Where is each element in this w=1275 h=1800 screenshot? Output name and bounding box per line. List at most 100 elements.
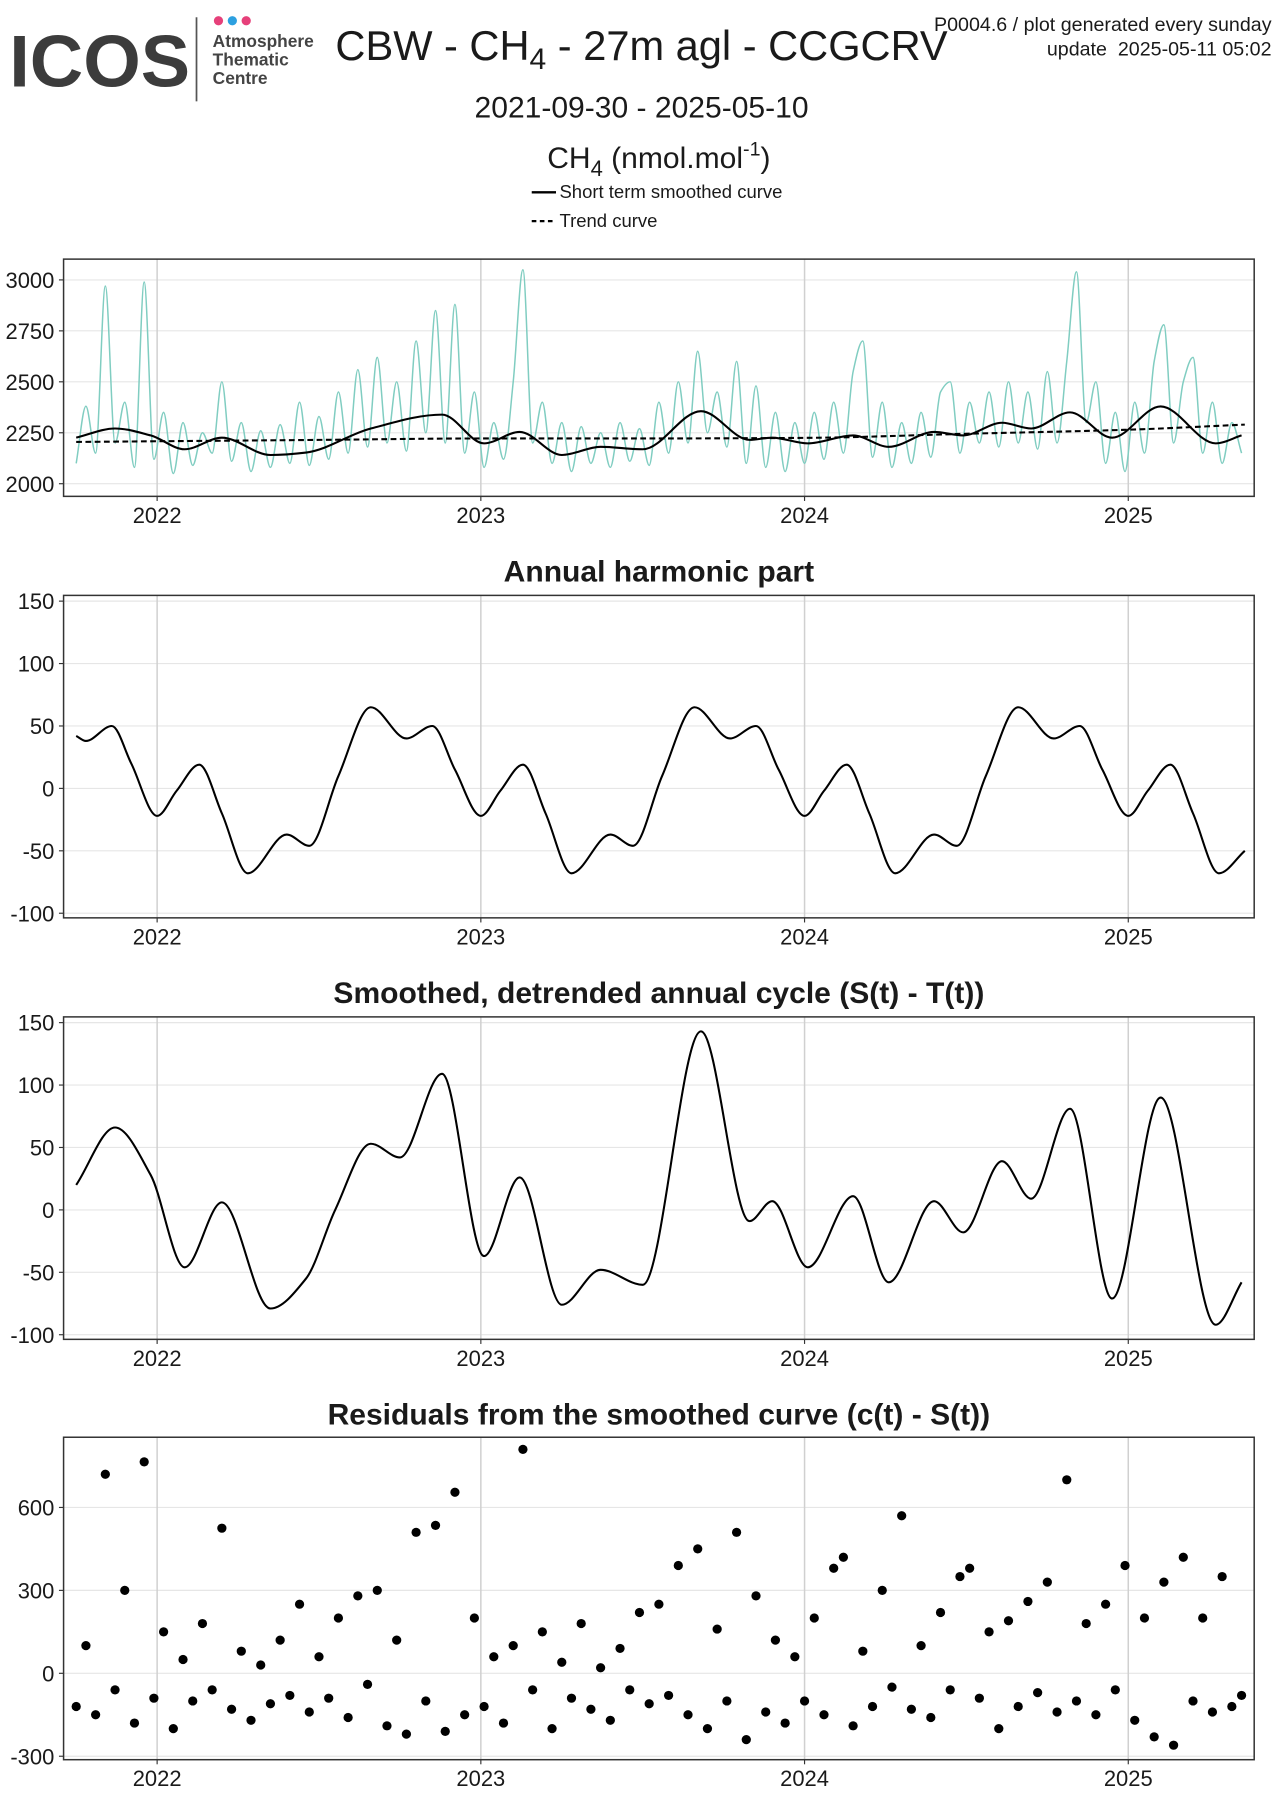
point bbox=[188, 1696, 198, 1706]
point bbox=[489, 1652, 499, 1662]
plot-background bbox=[63, 1437, 1255, 1760]
y-tick-label: 600 bbox=[18, 1496, 55, 1521]
plot-area bbox=[71, 1444, 1247, 1750]
point bbox=[139, 1457, 149, 1467]
y-tick-label: -100 bbox=[10, 901, 54, 926]
logo-text: Atmosphere bbox=[213, 31, 314, 51]
point bbox=[751, 1591, 761, 1601]
point bbox=[236, 1646, 246, 1656]
point bbox=[1139, 1613, 1150, 1623]
x-tick-label: 2022 bbox=[133, 924, 182, 949]
note: update 2025-05-11 05:02 bbox=[1047, 38, 1272, 60]
point bbox=[848, 1721, 858, 1731]
point bbox=[1013, 1701, 1023, 1712]
y-tick-label: 150 bbox=[18, 589, 55, 614]
point bbox=[702, 1723, 713, 1734]
plot-border bbox=[62, 1016, 1255, 1341]
x-tick-label: 2024 bbox=[780, 503, 829, 528]
title: CBW - CH4 - 27m agl - CCGCRV bbox=[335, 22, 947, 76]
point bbox=[547, 1723, 557, 1734]
series-line bbox=[75, 706, 1246, 875]
x-tick-label: 2024 bbox=[780, 1346, 829, 1371]
point bbox=[91, 1710, 101, 1720]
x-tick-label: 2023 bbox=[456, 1766, 505, 1791]
plot-area bbox=[75, 706, 1246, 875]
point bbox=[761, 1707, 771, 1717]
point bbox=[1110, 1685, 1120, 1695]
point bbox=[333, 1613, 344, 1623]
x-tick-label: 2025 bbox=[1104, 924, 1153, 949]
x-tick-label: 2025 bbox=[1104, 1346, 1153, 1371]
point bbox=[819, 1710, 829, 1720]
point bbox=[566, 1693, 577, 1703]
point bbox=[799, 1696, 810, 1706]
logo-dot bbox=[213, 16, 224, 26]
y-tick-label: 2500 bbox=[6, 370, 55, 395]
series-line bbox=[75, 405, 1242, 457]
y-tick-label: -100 bbox=[10, 1323, 54, 1348]
y-tick-label: 100 bbox=[18, 652, 55, 677]
point bbox=[1227, 1701, 1237, 1712]
x-tick-label: 2023 bbox=[456, 503, 505, 528]
panel-title: Residuals from the smoothed curve (c(t) … bbox=[328, 1399, 991, 1432]
point bbox=[382, 1721, 392, 1731]
point bbox=[304, 1707, 314, 1717]
point bbox=[897, 1511, 907, 1521]
point bbox=[1023, 1596, 1033, 1607]
y-tick-label: -50 bbox=[23, 1260, 55, 1285]
x-tick-label: 2022 bbox=[133, 1766, 182, 1791]
point bbox=[469, 1613, 479, 1623]
y-tick-label: 2750 bbox=[6, 319, 55, 344]
point bbox=[916, 1641, 926, 1651]
panel: Residuals from the smoothed curve (c(t) … bbox=[10, 1399, 1255, 1791]
point bbox=[586, 1704, 596, 1714]
point bbox=[1071, 1696, 1082, 1706]
point bbox=[392, 1635, 402, 1645]
point bbox=[1198, 1613, 1208, 1623]
point bbox=[217, 1523, 227, 1533]
point bbox=[129, 1718, 140, 1728]
point bbox=[372, 1585, 382, 1595]
y-tick-label: 150 bbox=[18, 1011, 55, 1036]
x-tick-label: 2025 bbox=[1104, 1766, 1153, 1791]
point bbox=[644, 1699, 654, 1709]
point bbox=[741, 1735, 751, 1745]
point bbox=[1207, 1707, 1218, 1717]
point bbox=[498, 1718, 509, 1728]
point bbox=[256, 1660, 266, 1670]
point bbox=[460, 1710, 470, 1720]
point bbox=[1081, 1618, 1091, 1629]
point bbox=[926, 1712, 936, 1723]
point bbox=[557, 1657, 567, 1667]
y-tick-label: -50 bbox=[23, 839, 55, 864]
y-tick-label: 0 bbox=[42, 1661, 54, 1686]
point bbox=[158, 1627, 169, 1637]
point bbox=[528, 1685, 538, 1695]
point bbox=[1159, 1577, 1169, 1587]
y-tick-label: 2250 bbox=[6, 421, 55, 446]
series-line bbox=[75, 1030, 1243, 1326]
title-part: CBW - CH bbox=[335, 22, 529, 69]
plot-border bbox=[62, 1436, 1255, 1761]
title-part: - 27m agl - CCGCRV bbox=[546, 22, 948, 69]
point bbox=[935, 1607, 946, 1618]
point bbox=[663, 1690, 674, 1701]
legend-label: Short term smoothed curve bbox=[559, 181, 782, 202]
x-tick-label: 2023 bbox=[456, 924, 505, 949]
point bbox=[974, 1693, 984, 1703]
point bbox=[1100, 1599, 1111, 1609]
point bbox=[838, 1552, 849, 1562]
point bbox=[790, 1652, 800, 1662]
x-tick-label: 2022 bbox=[133, 1346, 182, 1371]
plot-background bbox=[63, 595, 1255, 918]
point bbox=[168, 1723, 178, 1734]
point bbox=[867, 1701, 878, 1712]
x-tick-label: 2025 bbox=[1104, 503, 1153, 528]
point bbox=[71, 1701, 81, 1712]
point bbox=[906, 1704, 917, 1714]
logo-text: Centre bbox=[213, 68, 268, 88]
panel: 2000 2250 2500 2750 3000 2022 2023 2024 2025 bbox=[6, 258, 1255, 528]
point bbox=[178, 1654, 188, 1665]
point bbox=[634, 1607, 645, 1618]
